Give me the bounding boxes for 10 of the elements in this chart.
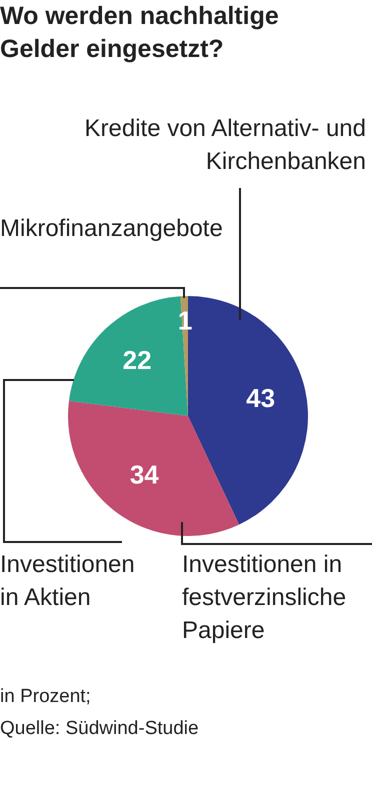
text: in Prozent; <box>0 686 91 708</box>
slice-label: Mikrofinanzangebote <box>0 214 224 244</box>
data-label: 22 <box>122 344 152 375</box>
chart-title: Wo werden nachhaltige Gelder eingesetzt? <box>0 1 280 65</box>
slice-label: Investitionen in festverzinsliche Papiere <box>182 550 348 646</box>
slice-label: Kredite von Alternativ- und Kirchenbanken <box>84 114 366 177</box>
slice-label: Investitionen in Aktien <box>0 550 136 613</box>
data-label: 34 <box>130 459 160 490</box>
data-label: 43 <box>246 382 276 413</box>
source-note: Quelle: Südwind-Studie <box>0 718 199 740</box>
